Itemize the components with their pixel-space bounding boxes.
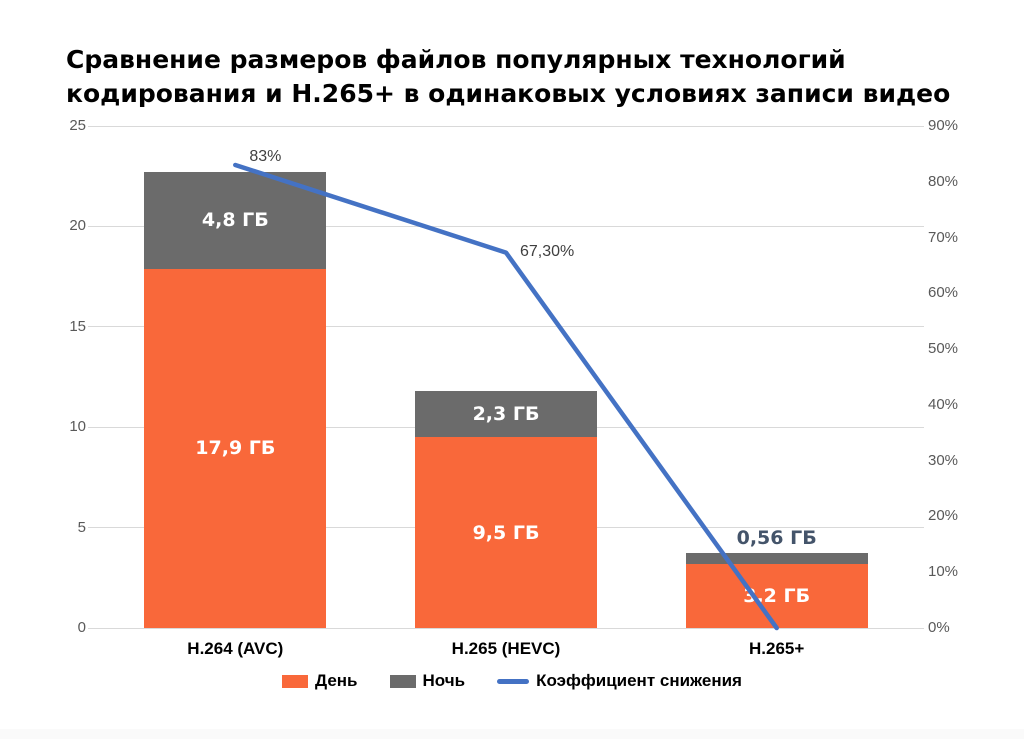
plot-area: 17,9 ГБ 4,8 ГБ 9,5 ГБ 2,3 ГБ 3,2 ГБ 0,56 ГБ 83… <box>88 125 924 631</box>
right-axis-tick-label: 10% <box>928 563 959 581</box>
right-axis-tick-label: 30% <box>928 451 959 469</box>
left-axis-tick-label: 15 <box>69 317 86 335</box>
legend-label: Ночь <box>422 671 466 690</box>
right-axis-tick-label: 50% <box>928 340 959 358</box>
category-label: H.265+ <box>749 639 805 658</box>
bar-segment-day: 9,5 ГБ <box>415 437 597 628</box>
right-axis-tick-label: 90% <box>928 117 959 134</box>
trend-line <box>233 162 779 631</box>
bar-segment-night <box>685 552 868 564</box>
chart-title: Сравнение размеров файлов популярных тех… <box>66 44 951 108</box>
right-axis-tick-label: 20% <box>928 507 959 525</box>
legend-label: День <box>315 671 358 690</box>
legend-swatch-bar <box>389 674 416 688</box>
bar-segment-night: 2,3 ГБ <box>415 391 597 438</box>
right-axis-tick-label: 80% <box>928 172 959 190</box>
bar-segment-day: 17,9 ГБ <box>144 268 327 628</box>
bar-segment-night: 4,8 ГБ <box>144 172 327 269</box>
left-axis-tick-label: 10 <box>69 418 86 436</box>
legend-swatch-line <box>497 678 530 684</box>
right-axis-tick-label: 40% <box>928 395 959 413</box>
trend-line-path <box>233 162 779 631</box>
left-axis-tick-label: 25 <box>69 117 86 134</box>
category-label: H.265 (HEVC) <box>451 639 561 658</box>
right-axis-tick-label: 70% <box>928 228 959 246</box>
right-axis-tick-label: 60% <box>928 284 959 302</box>
gridline <box>88 225 924 227</box>
gridline <box>88 627 924 629</box>
category-label: H.264 (AVC) <box>187 639 284 658</box>
watermark-strip <box>0 729 1024 739</box>
legend-item: Коэффициент снижения <box>497 671 742 691</box>
line-point-label: 67,30% <box>520 242 575 260</box>
bar-value-label: 2,3 ГБ <box>472 403 540 426</box>
right-axis-tick-label: 0% <box>928 619 950 636</box>
bar-value-label: 17,9 ГБ <box>195 437 276 460</box>
left-axis-tick-label: 5 <box>77 518 86 536</box>
legend-swatch-bar <box>282 674 309 688</box>
legend: День Ночь Коэффициент снижения <box>0 669 1024 693</box>
bar-value-label: 4,8 ГБ <box>201 209 269 232</box>
line-point-label: 83% <box>249 148 282 166</box>
bar-value-label-outside: 0,56 ГБ <box>736 526 817 549</box>
gridline <box>88 326 924 328</box>
left-axis-tick-label: 20 <box>69 217 86 235</box>
legend-item: День <box>282 671 358 691</box>
legend-label: Коэффициент снижения <box>536 671 742 690</box>
left-axis-tick-label: 0 <box>77 619 86 636</box>
bar-value-label: 9,5 ГБ <box>472 521 540 544</box>
gridline <box>88 125 924 127</box>
legend-item: Ночь <box>389 671 466 691</box>
